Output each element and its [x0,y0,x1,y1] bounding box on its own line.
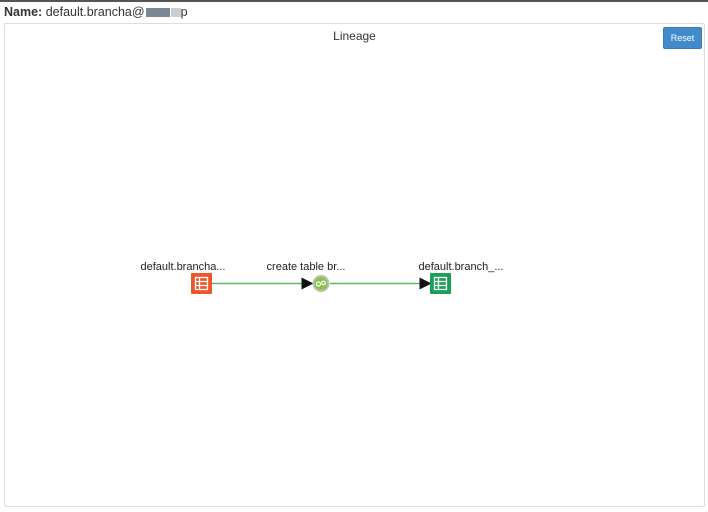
redacted-block [170,8,181,18]
lineage-panel: Lineage Reset [4,23,705,507]
redacted-block [145,8,170,18]
node-target-table[interactable] [430,273,451,294]
table-icon [433,276,448,291]
node-process[interactable] [312,275,330,292]
gears-icon [315,280,326,287]
name-label: Name: [4,5,43,19]
table-icon [194,276,209,291]
node-label: default.brancha... [140,261,225,273]
node-label: default.branch_... [418,261,503,273]
node-label: create table br... [267,261,346,273]
entity-name: Name: default.brancha@ p [4,5,188,19]
panel-title: Lineage [333,29,376,43]
name-value: default.brancha@ [45,5,145,19]
reset-button[interactable]: Reset [663,27,702,49]
node-source-table[interactable] [191,273,212,294]
top-bar [0,0,708,2]
name-suffix: p [180,5,188,19]
